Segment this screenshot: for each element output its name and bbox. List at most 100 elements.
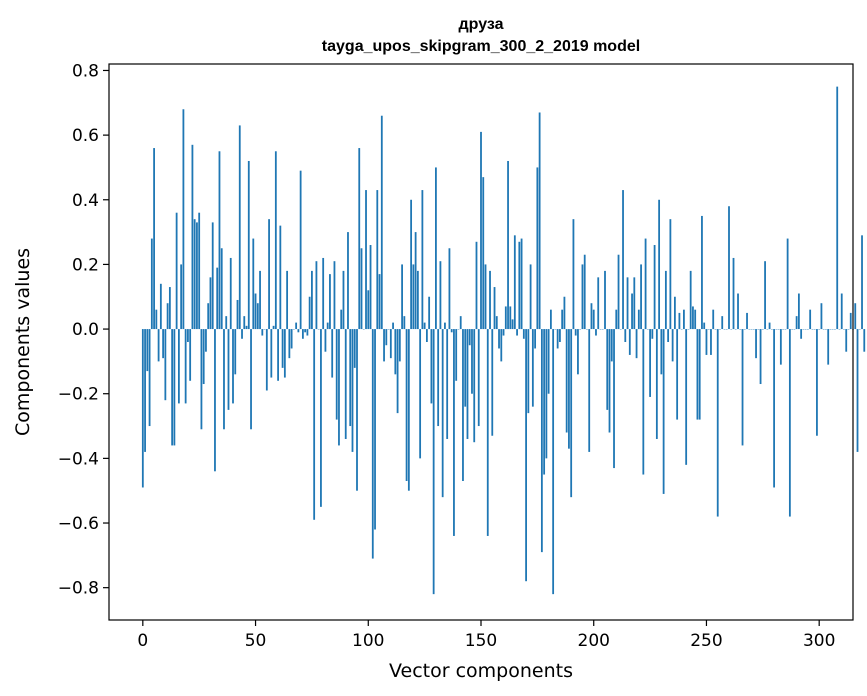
bar: [800, 329, 803, 339]
bar: [597, 277, 600, 330]
bar: [737, 293, 739, 330]
bar: [662, 329, 665, 494]
y-axis-label: Components values: [12, 248, 34, 436]
bar: [613, 329, 615, 469]
bar: [540, 329, 543, 553]
bar: [568, 329, 570, 449]
bar: [414, 232, 417, 330]
bar: [444, 322, 446, 330]
bar: [308, 296, 311, 330]
bar: [209, 277, 212, 330]
bar: [764, 261, 766, 330]
bar: [556, 329, 559, 349]
bar: [311, 270, 313, 330]
bar: [243, 316, 246, 330]
bar: [583, 254, 586, 330]
bar: [861, 235, 863, 330]
bar: [450, 329, 453, 333]
bar: [500, 329, 503, 362]
bar: [313, 329, 316, 520]
bar: [507, 160, 509, 330]
bar: [529, 264, 532, 330]
bar: [673, 296, 676, 330]
bar: [189, 329, 192, 381]
bar: [398, 329, 401, 362]
y-tick-label: 0.2: [72, 255, 99, 275]
x-tick-label: 150: [465, 631, 497, 651]
bar: [552, 329, 555, 595]
bar: [256, 303, 259, 330]
bar: [159, 283, 162, 330]
bar: [545, 329, 548, 459]
bar: [626, 277, 629, 330]
bar: [383, 329, 385, 362]
bar: [689, 270, 692, 330]
bar: [473, 329, 476, 443]
bar: [428, 296, 431, 330]
bar: [518, 241, 521, 330]
y-tick-label: −0.4: [58, 449, 99, 469]
bar: [466, 329, 469, 439]
bar: [498, 329, 500, 349]
bar: [234, 329, 237, 375]
bar: [177, 329, 180, 404]
y-tick-label: 0.4: [72, 191, 99, 211]
bar: [283, 329, 286, 378]
bar: [705, 329, 708, 355]
bar: [779, 329, 782, 365]
bar: [462, 329, 464, 481]
bar: [856, 329, 859, 452]
bar: [768, 322, 771, 330]
bar: [685, 329, 688, 465]
bar: [480, 131, 482, 330]
bar: [168, 287, 171, 330]
bar: [795, 316, 798, 330]
bar: [531, 329, 534, 407]
bar: [721, 316, 724, 330]
x-axis: 0 50 100 150 200 250 300: [137, 620, 835, 651]
bar: [468, 329, 471, 346]
bar: [184, 329, 187, 404]
bar: [425, 329, 428, 342]
bar: [459, 316, 462, 330]
chart-title: друза: [458, 16, 503, 33]
bar: [200, 329, 203, 430]
bar: [270, 329, 273, 378]
bar: [570, 329, 573, 498]
bar: [376, 190, 379, 330]
bar: [703, 322, 706, 330]
x-tick-label: 0: [137, 631, 148, 651]
bar: [759, 329, 762, 385]
bar: [356, 329, 358, 491]
bar: [520, 238, 523, 330]
bar: [358, 148, 361, 330]
bar: [701, 215, 703, 330]
bar: [148, 329, 151, 427]
bar: [419, 329, 422, 459]
bar: [631, 293, 633, 330]
bar: [407, 329, 410, 491]
bar: [351, 329, 354, 452]
bar: [344, 329, 347, 439]
bar: [448, 248, 451, 330]
bar: [164, 329, 167, 401]
bar: [637, 309, 640, 330]
bar: [698, 329, 701, 420]
chart-subtitle: tayga_upos_skipgram_300_2_2019 model: [322, 38, 640, 55]
bar: [590, 303, 593, 330]
bar: [342, 270, 345, 330]
bar: [157, 329, 160, 362]
bar: [644, 238, 647, 330]
bar: [786, 238, 789, 330]
bar: [191, 144, 194, 330]
bar: [595, 329, 597, 336]
bar: [182, 109, 185, 330]
x-tick-label: 100: [352, 631, 384, 651]
bar: [277, 329, 279, 381]
bar: [495, 316, 498, 330]
bar: [295, 322, 298, 330]
bar: [655, 329, 658, 439]
bar: [405, 329, 408, 481]
bar: [279, 225, 282, 330]
